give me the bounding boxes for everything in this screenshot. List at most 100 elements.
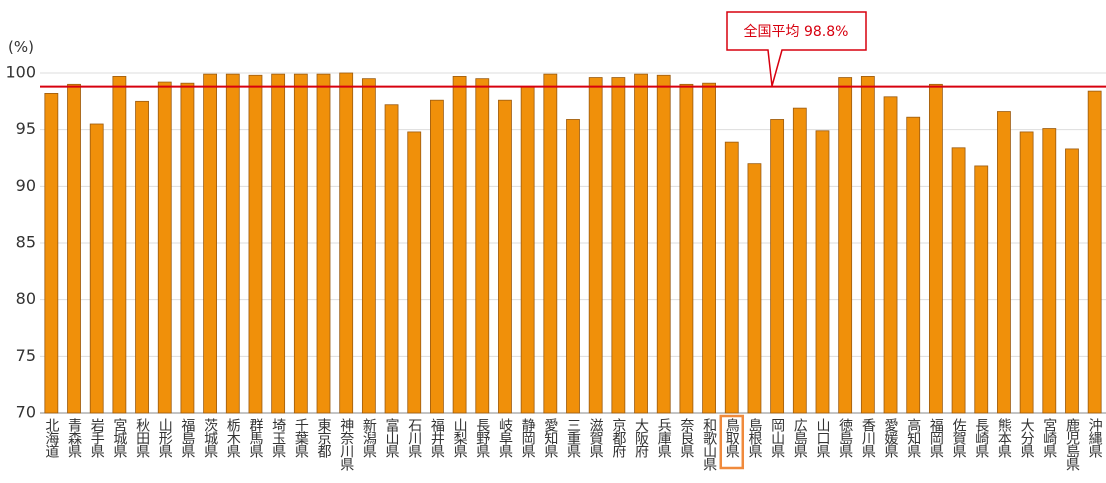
bar	[815, 130, 830, 414]
bar	[566, 119, 580, 414]
x-tick-label: 鹿児島県	[1064, 417, 1080, 471]
bar	[906, 116, 921, 414]
bar	[656, 74, 671, 414]
x-tick-label: 愛媛県	[883, 418, 899, 458]
bar	[1065, 148, 1079, 414]
bar	[316, 73, 331, 414]
bar	[67, 83, 81, 414]
x-tick-label: 香川県	[860, 418, 876, 458]
y-tick-label: 75	[16, 346, 36, 365]
bar	[1087, 90, 1102, 414]
bar	[770, 119, 785, 414]
x-tick-label: 埼玉県	[270, 418, 286, 458]
average-label: 全国平均 98.8%	[744, 23, 849, 40]
bar	[271, 73, 286, 414]
bar	[248, 74, 263, 414]
y-tick-label: 95	[16, 119, 36, 138]
x-tick-label: 熊本県	[996, 418, 1012, 458]
bar	[860, 76, 875, 414]
bar	[747, 163, 762, 414]
x-tick-label: 富山県	[384, 417, 400, 458]
x-tick-label: 山形県	[157, 418, 173, 458]
bar	[543, 73, 558, 414]
bar	[89, 123, 104, 414]
x-tick-label: 岩手県	[89, 418, 105, 458]
bar	[611, 77, 626, 414]
x-tick-label: 愛知県	[542, 418, 558, 458]
x-tick-label: 滋賀県	[588, 418, 604, 458]
bar	[430, 99, 444, 414]
bar	[203, 73, 218, 414]
bar	[883, 96, 898, 414]
x-tick-label: 沖縄県	[1087, 418, 1103, 458]
x-tick-label: 茨城県	[202, 418, 218, 458]
bar	[634, 73, 648, 414]
x-tick-label: 岡山県	[769, 418, 785, 458]
x-tick-label: 大阪府	[633, 418, 649, 459]
x-tick-label: 石川県	[406, 418, 422, 458]
bar	[157, 81, 172, 414]
x-tick-label: 神奈川県	[338, 418, 354, 471]
x-tick-label: 岐阜県	[497, 418, 513, 458]
x-tick-label: 福井県	[429, 418, 445, 458]
x-tick-label: 広島県	[792, 418, 808, 458]
x-tick-label: 長崎県	[973, 418, 989, 458]
x-tick-label: 福島県	[179, 418, 195, 458]
x-tick-label: 和歌山県	[701, 418, 717, 471]
x-tick-label: 秋田県	[134, 418, 150, 458]
y-tick-label: 80	[16, 289, 36, 308]
x-tick-label: 新潟県	[361, 418, 377, 458]
x-tick-label: 山口県	[814, 418, 830, 458]
bar	[951, 147, 966, 414]
bar	[679, 83, 694, 414]
bar	[588, 77, 603, 414]
bar	[974, 165, 989, 414]
bar	[520, 86, 535, 414]
x-tick-label: 宮城県	[111, 418, 127, 458]
bar	[475, 78, 490, 414]
highlight-box	[719, 414, 745, 470]
x-tick-label: 佐賀県	[951, 418, 967, 458]
x-tick-label: 青森県	[66, 418, 82, 458]
x-tick-label: 北海道	[43, 418, 59, 459]
bar	[361, 78, 376, 414]
callout	[726, 11, 867, 87]
x-tick-label: 三重県	[565, 418, 581, 458]
bar	[1042, 128, 1057, 414]
x-tick-label: 福岡県	[928, 418, 944, 458]
bar	[135, 100, 149, 414]
x-tick-label: 千葉県	[293, 418, 309, 458]
x-tick-label: 大分県	[1019, 418, 1035, 458]
bar	[384, 104, 399, 414]
bar	[724, 141, 739, 414]
y-tick-label: 85	[16, 233, 36, 252]
bar	[180, 82, 195, 414]
x-tick-label: 山梨県	[452, 418, 468, 458]
bar	[452, 76, 467, 414]
unit-label: (%)	[8, 38, 34, 56]
bar	[407, 131, 422, 414]
bar	[792, 107, 807, 414]
bar	[44, 93, 59, 414]
x-tick-label: 島根県	[746, 418, 762, 458]
bar	[112, 76, 127, 414]
x-tick-label: 京都府	[610, 418, 626, 459]
x-tick-label: 兵庫県	[656, 418, 672, 458]
x-tick-label: 長野県	[474, 418, 490, 458]
x-tick-label: 群馬県	[247, 418, 263, 458]
bar	[293, 73, 308, 414]
x-tick-label: 鳥取県	[724, 418, 740, 458]
x-tick-label: 高知県	[905, 417, 921, 458]
bar	[498, 99, 512, 414]
bar	[928, 83, 943, 414]
y-tick-label: 70	[16, 403, 36, 422]
bar	[838, 77, 853, 414]
bar	[702, 82, 716, 414]
bar	[997, 111, 1011, 414]
x-tick-label: 東京都	[316, 418, 332, 458]
x-tick-label: 栃木県	[225, 418, 241, 458]
y-tick-label: 90	[16, 176, 36, 195]
y-tick-label: 100	[5, 63, 36, 82]
x-tick-label: 徳島県	[837, 418, 853, 458]
